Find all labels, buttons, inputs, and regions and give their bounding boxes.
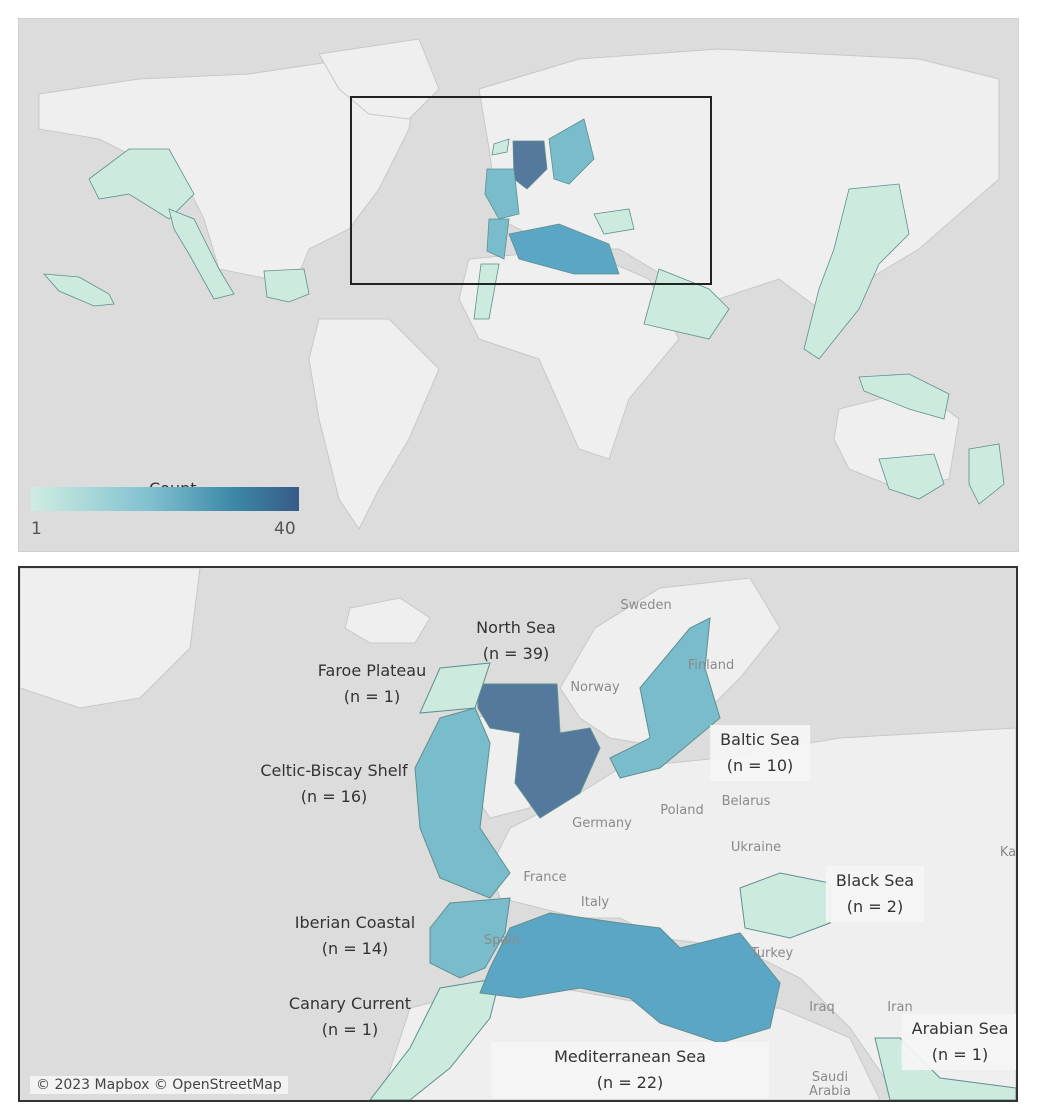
zoom-extent-rectangle (350, 96, 712, 285)
iberian-mini-region (486, 218, 510, 260)
region-name: Canary Current (288, 994, 412, 1013)
region-label-canary-current: Canary Current (n = 1) (289, 991, 411, 1043)
place-label: Italy (580, 895, 610, 910)
region-label-celtic-biscay-shelf: Celtic-Biscay Shelf (n = 16) (260, 758, 407, 810)
south-america-landmass (308, 318, 440, 530)
place-label: Saudi Arabia (808, 1070, 852, 1099)
iceland-landmass (344, 597, 431, 644)
region-name: Baltic Sea (720, 730, 800, 749)
region-count: (n = 16) (300, 787, 368, 806)
region-count: (n = 1) (343, 687, 401, 706)
faroe-mini-region (491, 138, 510, 156)
east-asia-region (803, 183, 910, 360)
region-label-mediterranean-sea: Mediterranean Sea (n = 22) (491, 1042, 769, 1098)
baltic-mini-region (548, 118, 595, 185)
place-label: Norway (570, 680, 620, 695)
legend-min-label: 1 (31, 519, 42, 539)
baltic-sea-region (609, 617, 721, 779)
place-label: Turkey (750, 946, 794, 961)
greenland-edge-landmass (20, 568, 201, 709)
region-name: Mediterranean Sea (554, 1047, 706, 1066)
region-name: Iberian Coastal (294, 913, 416, 932)
place-label: Belarus (721, 794, 771, 809)
region-count: (n = 22) (596, 1073, 664, 1092)
region-name: North Sea (476, 618, 556, 637)
black-sea-mini-region (593, 208, 635, 235)
place-label: Finland (687, 658, 735, 673)
north-sea-region (477, 683, 601, 819)
region-name: Black Sea (835, 871, 915, 890)
place-label: Germany (572, 816, 632, 831)
region-count: (n = 14) (321, 939, 389, 958)
region-count: (n = 39) (482, 644, 550, 663)
south-australia-region (878, 453, 945, 500)
greenland-landmass (318, 38, 440, 120)
region-count: (n = 1) (931, 1045, 989, 1064)
region-name: Arabian Sea (911, 1019, 1009, 1038)
iberian-coastal-region (429, 897, 511, 979)
celtic-biscay-mini-region (484, 168, 520, 220)
region-name: Celtic-Biscay Shelf (260, 761, 408, 780)
legend-color-ramp (31, 487, 299, 511)
region-label-arabian-sea: Arabian Sea (n = 1) (901, 1014, 1016, 1070)
gulf-of-mexico-region (263, 268, 310, 303)
region-label-baltic-sea: Baltic Sea (n = 10) (710, 725, 810, 781)
mediterranean-region (479, 912, 781, 1044)
hawaii-region (43, 273, 115, 307)
region-label-black-sea: Black Sea (n = 2) (825, 866, 925, 922)
alaska-coast-region (88, 148, 195, 220)
mediterranean-mini-region (508, 223, 620, 275)
map-attribution[interactable]: © 2023 Mapbox © OpenStreetMap (30, 1076, 288, 1094)
region-label-faroe-plateau: Faroe Plateau (n = 1) (318, 658, 426, 710)
place-label: Ukraine (730, 840, 782, 855)
region-count: (n = 10) (726, 756, 794, 775)
africa-landmass (458, 248, 680, 460)
europe-map-svg (20, 568, 1016, 1100)
place-label: Iraq (809, 1000, 835, 1015)
celtic-biscay-region (414, 707, 511, 899)
region-label-north-sea: North Sea (n = 39) (476, 615, 556, 667)
legend-max-label: 40 (274, 519, 296, 539)
black-sea-region (739, 872, 831, 939)
region-label-iberian-coastal: Iberian Coastal (n = 14) (295, 910, 415, 962)
world-map-svg (19, 19, 1018, 551)
region-count: (n = 2) (846, 897, 904, 916)
europe-detail-map[interactable]: Sweden Norway Finland Poland Belarus Ger… (18, 566, 1018, 1102)
north-australia-region (858, 373, 950, 420)
new-zealand-region (968, 443, 1005, 505)
region-count: (n = 1) (321, 1020, 379, 1039)
world-overview-map[interactable]: Count 1 40 (18, 18, 1019, 552)
place-label: Spain (483, 933, 521, 948)
place-label: France (523, 870, 567, 885)
place-label: Ka (999, 845, 1017, 860)
arabian-sea-mini-region (643, 268, 730, 340)
canary-mini-region (473, 263, 500, 320)
region-name: Faroe Plateau (317, 661, 427, 680)
place-label: Poland (660, 803, 704, 818)
california-current-region (168, 208, 235, 300)
place-label: Iran (887, 1000, 913, 1015)
place-label: Sweden (620, 598, 672, 613)
